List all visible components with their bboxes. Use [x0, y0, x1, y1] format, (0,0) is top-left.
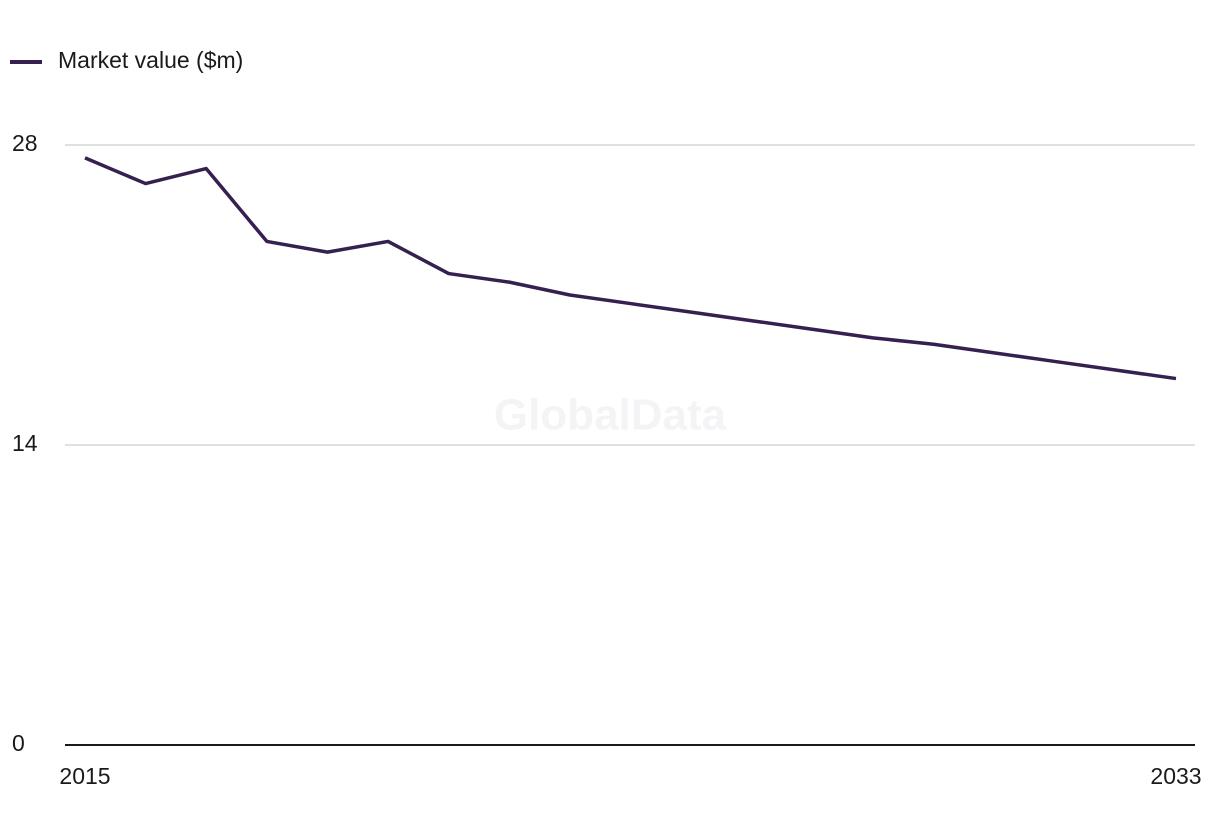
y-tick-label: 28: [12, 130, 38, 156]
x-tick-label: 2015: [59, 763, 110, 789]
legend-label: Market value ($m): [58, 47, 243, 73]
watermark: GlobalData: [494, 391, 727, 440]
y-tick-label: 0: [12, 730, 25, 756]
x-tick-label: 2033: [1150, 763, 1201, 789]
series-line: [84, 156, 1177, 381]
y-tick-label: 14: [12, 430, 38, 456]
